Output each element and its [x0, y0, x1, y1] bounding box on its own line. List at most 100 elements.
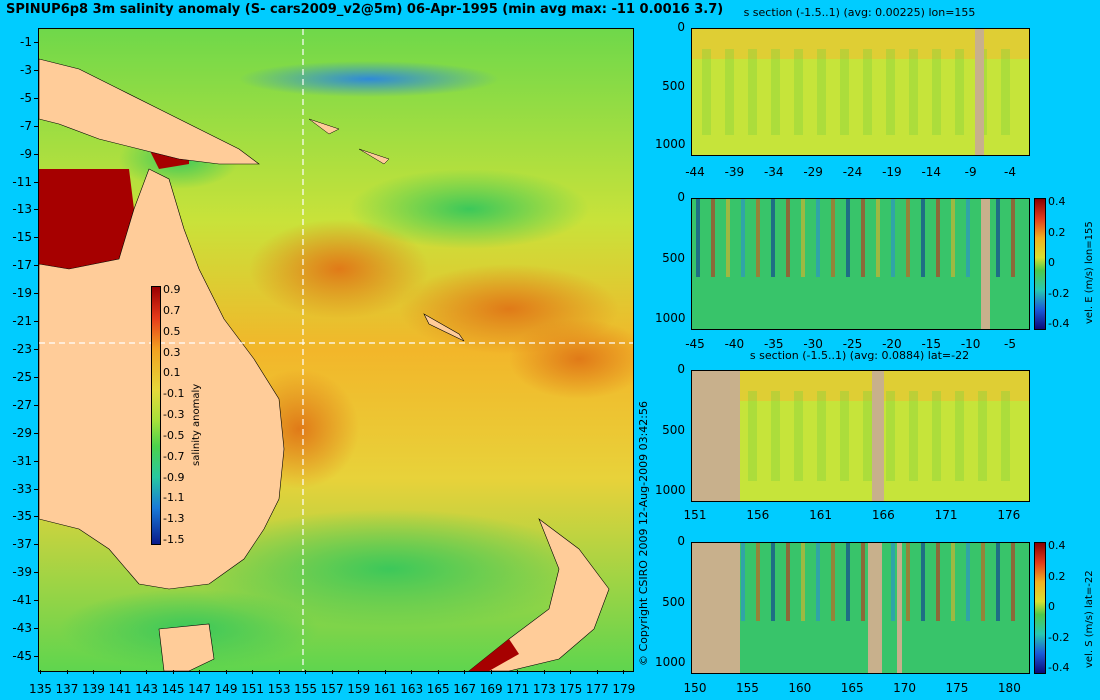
map-lat-tick-mark — [34, 432, 38, 434]
map-lon-tick-mark — [384, 670, 386, 674]
section-panel-title: s section (-1.5..1) (avg: 0.0884) lat=-2… — [749, 349, 970, 362]
map-lat-tick: -33 — [12, 481, 32, 496]
section-x-tick: 171 — [934, 508, 958, 522]
section-colorbar-tick: -0.4 — [1048, 661, 1070, 674]
map-lat-tick: -17 — [12, 258, 32, 273]
map-lon-tick-mark — [543, 670, 545, 674]
map-lat-tick-mark — [34, 628, 38, 630]
section-x-tick: 175 — [945, 681, 969, 695]
map-lat-tick: -1 — [20, 35, 32, 49]
section-panel-s-lat[interactable] — [691, 370, 1030, 502]
map-lat-tick: -23 — [12, 342, 32, 356]
map-lat-tick: -19 — [12, 286, 32, 301]
map-colorbar-tick: -0.9 — [163, 470, 185, 484]
section-x-tick: 151 — [683, 508, 707, 522]
map-lat-tick: -39 — [12, 565, 32, 580]
section-panel-s-lon[interactable] — [691, 28, 1030, 156]
section-panel-image — [692, 199, 1029, 329]
map-lat-tick-mark — [34, 460, 38, 462]
section-x-tick: -34 — [763, 165, 784, 179]
section-colorbar-tick: 0.4 — [1048, 195, 1066, 208]
section-y-tick: 1000 — [655, 137, 686, 152]
map-lat-tick: -21 — [12, 314, 32, 329]
section-x-tick: -4 — [1004, 165, 1016, 179]
map-lon-tick: 159 — [347, 682, 371, 696]
map-colorbar-tick: -1.1 — [163, 491, 185, 505]
section-x-tick: -39 — [724, 165, 745, 179]
section-colorbar — [1034, 542, 1046, 674]
map-lat-tick: -5 — [20, 90, 32, 105]
map-lat-tick: -45 — [12, 649, 32, 663]
section-panel-image — [692, 543, 1029, 673]
map-lat-tick-mark — [34, 209, 38, 211]
map-lat-tick-mark — [34, 265, 38, 267]
section-y-tick: 500 — [662, 423, 685, 438]
map-colorbar-tick: 0.7 — [163, 303, 181, 317]
map-lon-tick-mark — [358, 670, 360, 674]
section-x-tick: -20 — [882, 337, 902, 351]
section-y-tick: 1000 — [655, 310, 686, 325]
section-x-tick: 166 — [871, 508, 895, 522]
map-colorbar — [151, 286, 161, 545]
map-lon-tick: 141 — [108, 682, 132, 696]
map-lat-tick: -27 — [12, 397, 32, 412]
section-x-tick: 156 — [746, 508, 770, 522]
map-lon-tick-mark — [517, 670, 519, 674]
map-lat-tick: -29 — [12, 425, 32, 440]
section-x-tick: 180 — [997, 681, 1021, 695]
section-colorbar-tick: -0.2 — [1048, 630, 1070, 644]
section-x-tick: -45 — [685, 337, 705, 351]
map-lat-tick-mark — [34, 293, 38, 295]
map-lon-tick: 165 — [426, 682, 450, 696]
section-colorbar-tick: 0.2 — [1048, 569, 1066, 583]
section-panel-s-vel-lat[interactable] — [691, 542, 1030, 674]
section-y-tick: 500 — [662, 595, 685, 610]
map-lon-tick-mark — [305, 670, 307, 674]
section-colorbar-tick: 0 — [1048, 256, 1055, 269]
section-x-tick: -19 — [882, 165, 902, 179]
section-y-tick: 0 — [677, 190, 685, 204]
map-lon-tick-mark — [119, 670, 121, 674]
section-x-tick: -29 — [803, 165, 823, 179]
map-lon-tick-mark — [199, 670, 201, 674]
map-lat-tick-mark — [34, 544, 38, 546]
map-lat-tick: -15 — [12, 230, 32, 245]
section-colorbar-tick: -0.4 — [1048, 317, 1070, 330]
map-lat-tick: -7 — [20, 118, 32, 133]
section-y-tick: 1000 — [655, 654, 686, 669]
salinity-map[interactable] — [38, 28, 634, 672]
map-lon-tick-mark — [225, 670, 227, 674]
map-lon-tick: 143 — [135, 682, 158, 696]
section-x-tick: 155 — [735, 681, 759, 695]
map-lon-tick: 167 — [453, 682, 477, 696]
map-lat-tick-mark — [34, 321, 38, 323]
section-x-tick: 161 — [809, 508, 832, 522]
section-x-tick: -25 — [842, 337, 863, 351]
map-lon-tick: 175 — [559, 682, 583, 696]
map-lon-tick: 151 — [241, 682, 265, 696]
map-lat-tick-mark — [34, 404, 38, 406]
map-colorbar-tick: -1.3 — [163, 512, 185, 526]
section-x-tick: 160 — [788, 681, 812, 695]
map-lon-tick-mark — [146, 670, 148, 674]
map-colorbar-tick: -1.5 — [163, 533, 185, 546]
figure-title: SPINUP6p8 3m salinity anomaly (S- cars20… — [6, 2, 724, 17]
map-lon-tick-mark — [437, 670, 439, 674]
section-y-tick: 500 — [662, 251, 685, 266]
map-lat-tick-mark — [34, 572, 38, 574]
map-colorbar-tick: 0.5 — [163, 324, 181, 338]
map-lon-tick-mark — [252, 670, 254, 674]
section-x-tick: -35 — [763, 337, 784, 351]
section-colorbar-label: vel. S (m/s) lat=-22 — [1084, 570, 1095, 668]
section-x-tick: -5 — [1004, 337, 1016, 351]
map-colorbar-tick: -0.7 — [163, 449, 185, 463]
tasmania-land — [158, 623, 215, 671]
map-lon-tick-mark — [172, 670, 174, 674]
map-lon-tick: 179 — [612, 682, 636, 696]
map-lon-tick: 173 — [532, 682, 556, 696]
map-colorbar-tick: 0.1 — [163, 366, 181, 380]
section-panel-e-lon[interactable] — [691, 198, 1030, 330]
section-x-tick: 176 — [997, 508, 1021, 522]
map-lat-tick: -25 — [12, 369, 32, 384]
map-colorbar-tick: -0.1 — [163, 387, 185, 401]
